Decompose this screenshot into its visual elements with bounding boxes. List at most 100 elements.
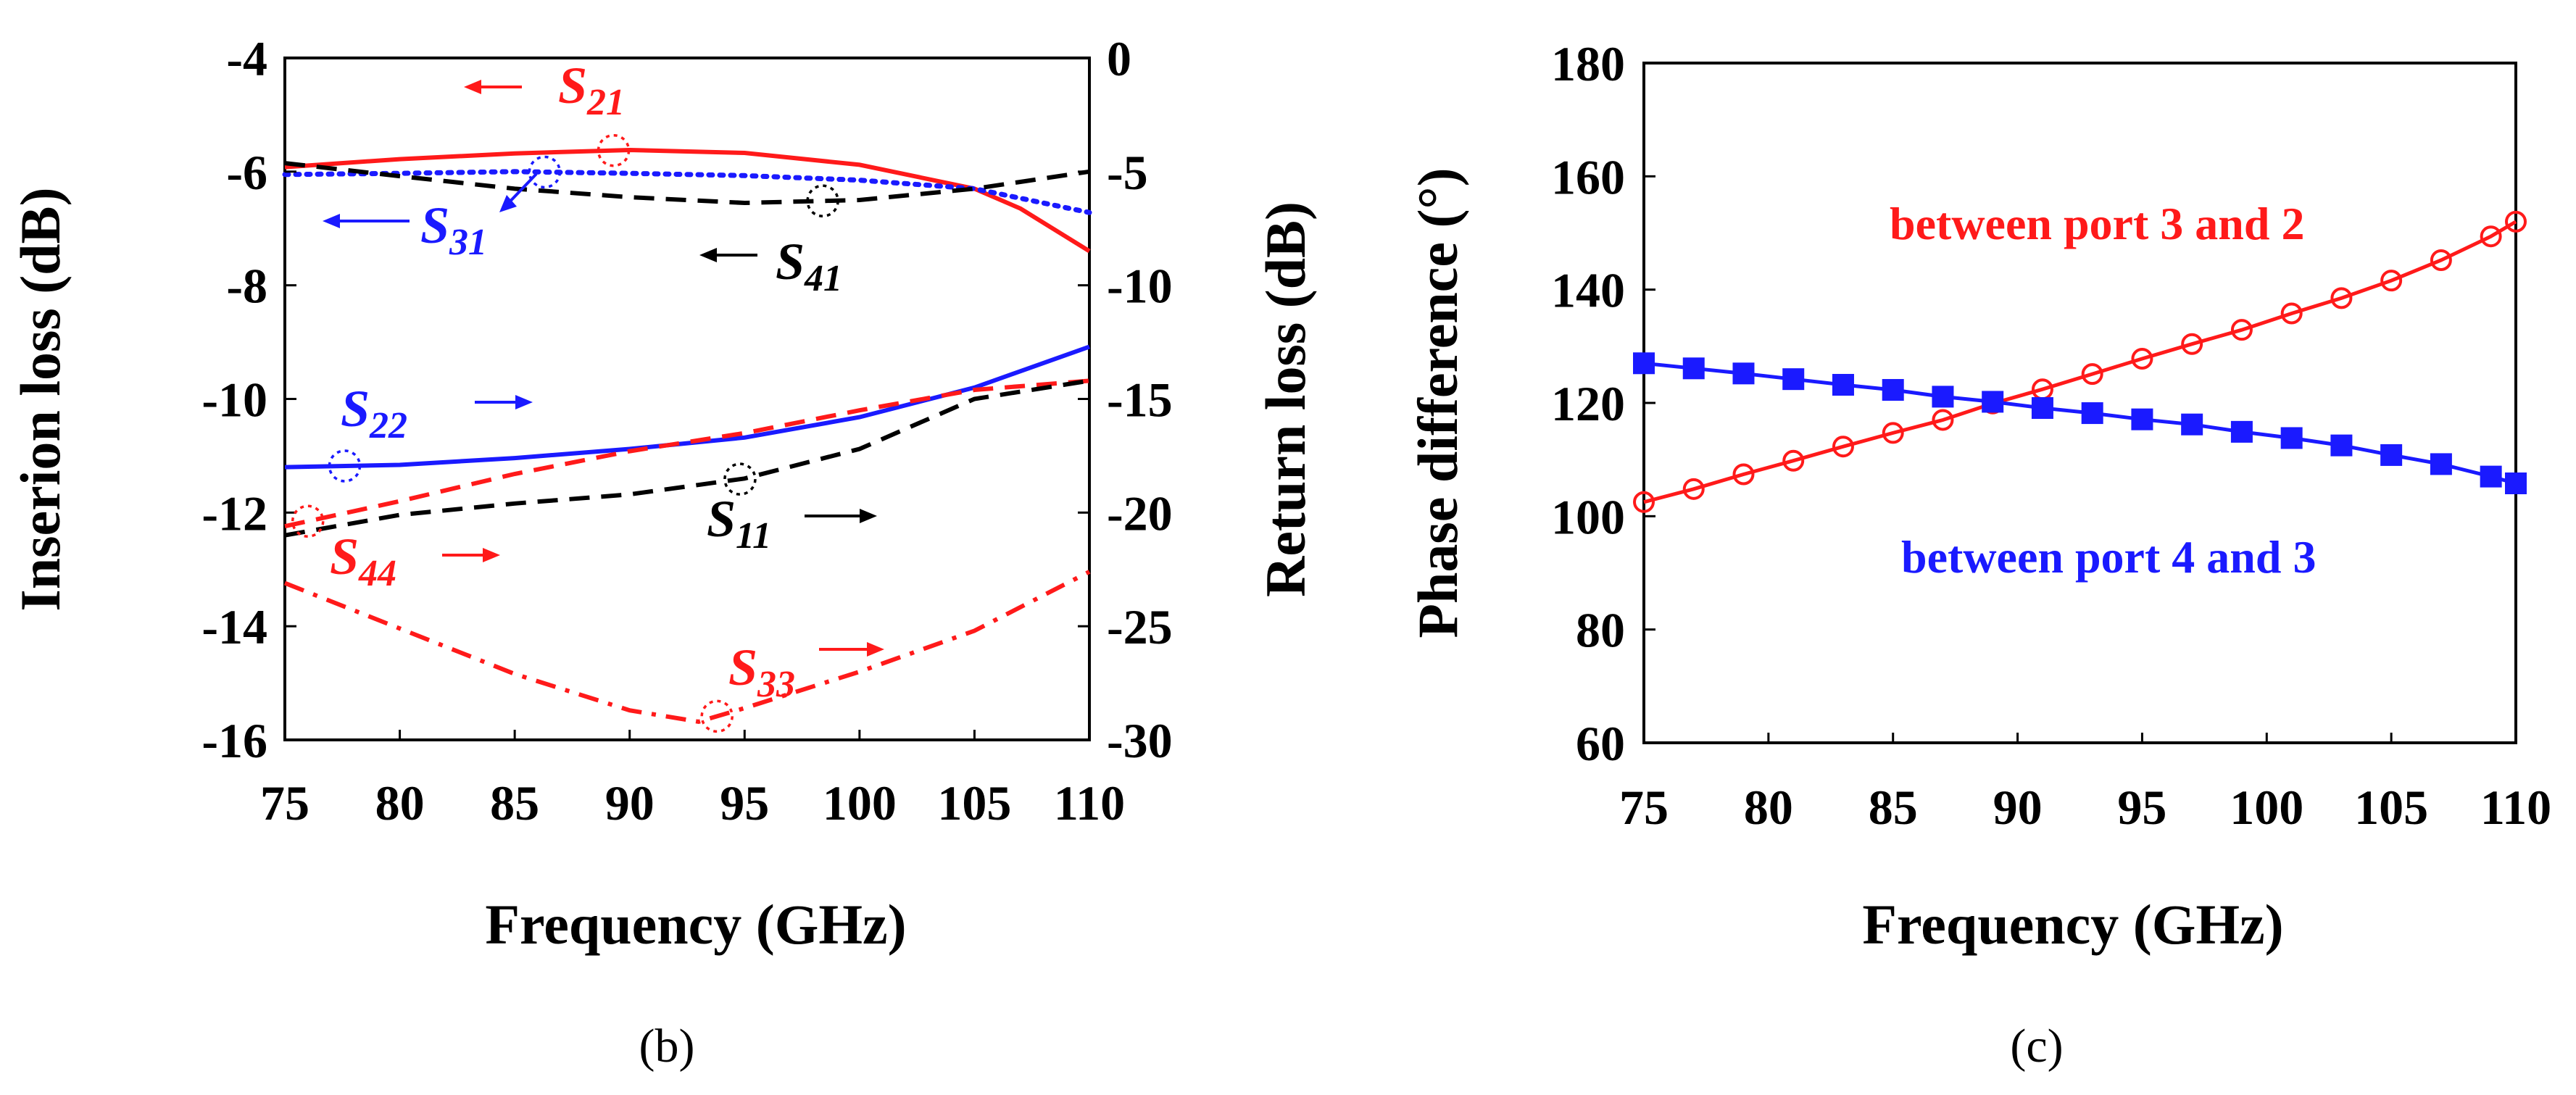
b-y-left-tick-label: -12 — [201, 486, 267, 541]
c-x-tick-label: 100 — [2230, 780, 2303, 835]
c-x-tick-label: 110 — [2480, 780, 2551, 835]
series-line-s44 — [284, 378, 1090, 529]
data-point — [2430, 453, 2452, 475]
data-point — [1682, 478, 1705, 500]
panel-c-caption: (c) — [2010, 1020, 2063, 1073]
data-point — [2430, 249, 2452, 272]
b-y-left-tick-label: -4 — [226, 31, 267, 86]
c-x-tick-label: 80 — [1744, 780, 1793, 835]
b-x-tick-label: 90 — [605, 775, 655, 830]
data-point — [2230, 319, 2253, 341]
data-point — [1832, 373, 1854, 396]
c-y-tick-label: 140 — [1551, 263, 1625, 318]
data-point — [1882, 379, 1904, 401]
panel-b-right-axis-title: Return loss (dB) — [1254, 201, 1317, 597]
panel-b-caption: (b) — [639, 1020, 695, 1073]
b-y-right-tick-label: -10 — [1107, 259, 1173, 314]
data-point — [2181, 413, 2203, 436]
arrow-head — [515, 395, 533, 409]
c-y-tick-label: 180 — [1551, 36, 1625, 91]
b-x-tick-label: 105 — [937, 775, 1011, 830]
arrow-head — [464, 80, 481, 94]
data-point — [1832, 436, 1854, 458]
annotation-s22: S22 — [328, 380, 533, 483]
data-point — [2330, 434, 2353, 457]
data-point — [1633, 352, 1655, 375]
legend-between-port-3-and-2: between port 3 and 2 — [1890, 198, 2304, 249]
series-line-s33 — [283, 570, 1091, 724]
series-port-4-and-3 — [1633, 352, 2527, 494]
panel-b-insertion-return-loss: 75 80 85 90 95 100 105 110 -4 -6 -8 -10 -12 -14 -16 0 -5… — [9, 31, 1317, 1073]
data-point — [1932, 409, 1954, 431]
data-point — [2280, 427, 2303, 449]
b-y-right-tick-label: 0 — [1107, 31, 1131, 86]
data-point — [1732, 362, 1755, 385]
series-marker-circle — [700, 699, 734, 733]
b-x-tick-label: 85 — [490, 775, 539, 830]
b-y-left-tick-label: -6 — [226, 145, 267, 200]
data-point — [2181, 333, 2203, 355]
arrow-head — [699, 248, 717, 262]
c-y-tick-label: 160 — [1551, 149, 1625, 204]
b-y-left-tick-label: -14 — [201, 599, 267, 654]
arrow-head — [323, 214, 340, 228]
series-line-s31 — [282, 169, 1092, 215]
c-x-tick-label: 90 — [1993, 780, 2043, 835]
data-point — [2230, 420, 2253, 443]
series-label-s22: S22 — [341, 380, 407, 446]
b-x-tick-label: 80 — [375, 775, 425, 830]
data-point — [1782, 449, 1805, 472]
series-marker-circle — [723, 462, 757, 496]
series-marker-circle — [291, 504, 325, 538]
c-y-tick-label: 60 — [1576, 716, 1625, 771]
data-point — [1732, 463, 1755, 486]
c-y-tick-label: 120 — [1551, 376, 1625, 431]
data-point — [2330, 287, 2353, 309]
series-marker-circle — [806, 184, 839, 218]
c-y-tick-label: 100 — [1551, 489, 1625, 544]
data-point — [2480, 225, 2502, 248]
pointer-head — [499, 195, 517, 212]
series-line-s21 — [284, 147, 1091, 254]
data-point — [2380, 444, 2403, 466]
data-point — [2081, 402, 2103, 425]
b-y-right-tick-label: -15 — [1107, 372, 1173, 428]
data-point — [2280, 302, 2303, 325]
annotation-s33: S33 — [700, 638, 884, 733]
c-x-tick-label: 75 — [1619, 780, 1669, 835]
data-point — [2480, 465, 2502, 488]
arrow-head — [867, 642, 884, 657]
b-x-tick-label: 110 — [1054, 775, 1125, 830]
c-y-tick-label: 80 — [1576, 603, 1625, 658]
data-point — [1982, 391, 2004, 413]
c-x-tick-label: 95 — [2117, 780, 2166, 835]
b-y-right-tick-label: -5 — [1107, 145, 1148, 200]
b-y-left-tick-label: -10 — [201, 372, 267, 428]
series-label-s33: S33 — [728, 638, 795, 705]
b-x-tick-label: 95 — [720, 775, 769, 830]
legend-mask — [1890, 575, 2441, 579]
data-point — [1932, 386, 1954, 408]
series-line-s41 — [284, 161, 1090, 206]
panel-c-plot-frame — [1642, 62, 2517, 744]
series-label-s41: S41 — [776, 233, 842, 299]
legend-between-port-4-and-3: between port 4 and 3 — [1901, 531, 2316, 583]
annotation-s31: S31 — [323, 155, 562, 263]
series-line-s11 — [284, 378, 1090, 538]
data-point — [2131, 348, 2153, 370]
data-point — [2380, 270, 2403, 292]
data-point — [2505, 210, 2527, 233]
series-marker-circle — [328, 449, 362, 483]
data-point — [1882, 422, 1904, 444]
series-label-s31: S31 — [420, 196, 487, 263]
b-y-left-tick-label: -16 — [201, 713, 267, 768]
annotation-s11: S11 — [707, 462, 877, 557]
series-marker-circle — [597, 133, 631, 167]
data-point — [1682, 357, 1705, 380]
arrow-head — [860, 509, 877, 523]
panel-b-x-axis-title: Frequency (GHz) — [485, 893, 906, 956]
data-point — [2505, 472, 2527, 494]
data-point — [2031, 397, 2053, 420]
b-x-tick-label: 75 — [260, 775, 309, 830]
